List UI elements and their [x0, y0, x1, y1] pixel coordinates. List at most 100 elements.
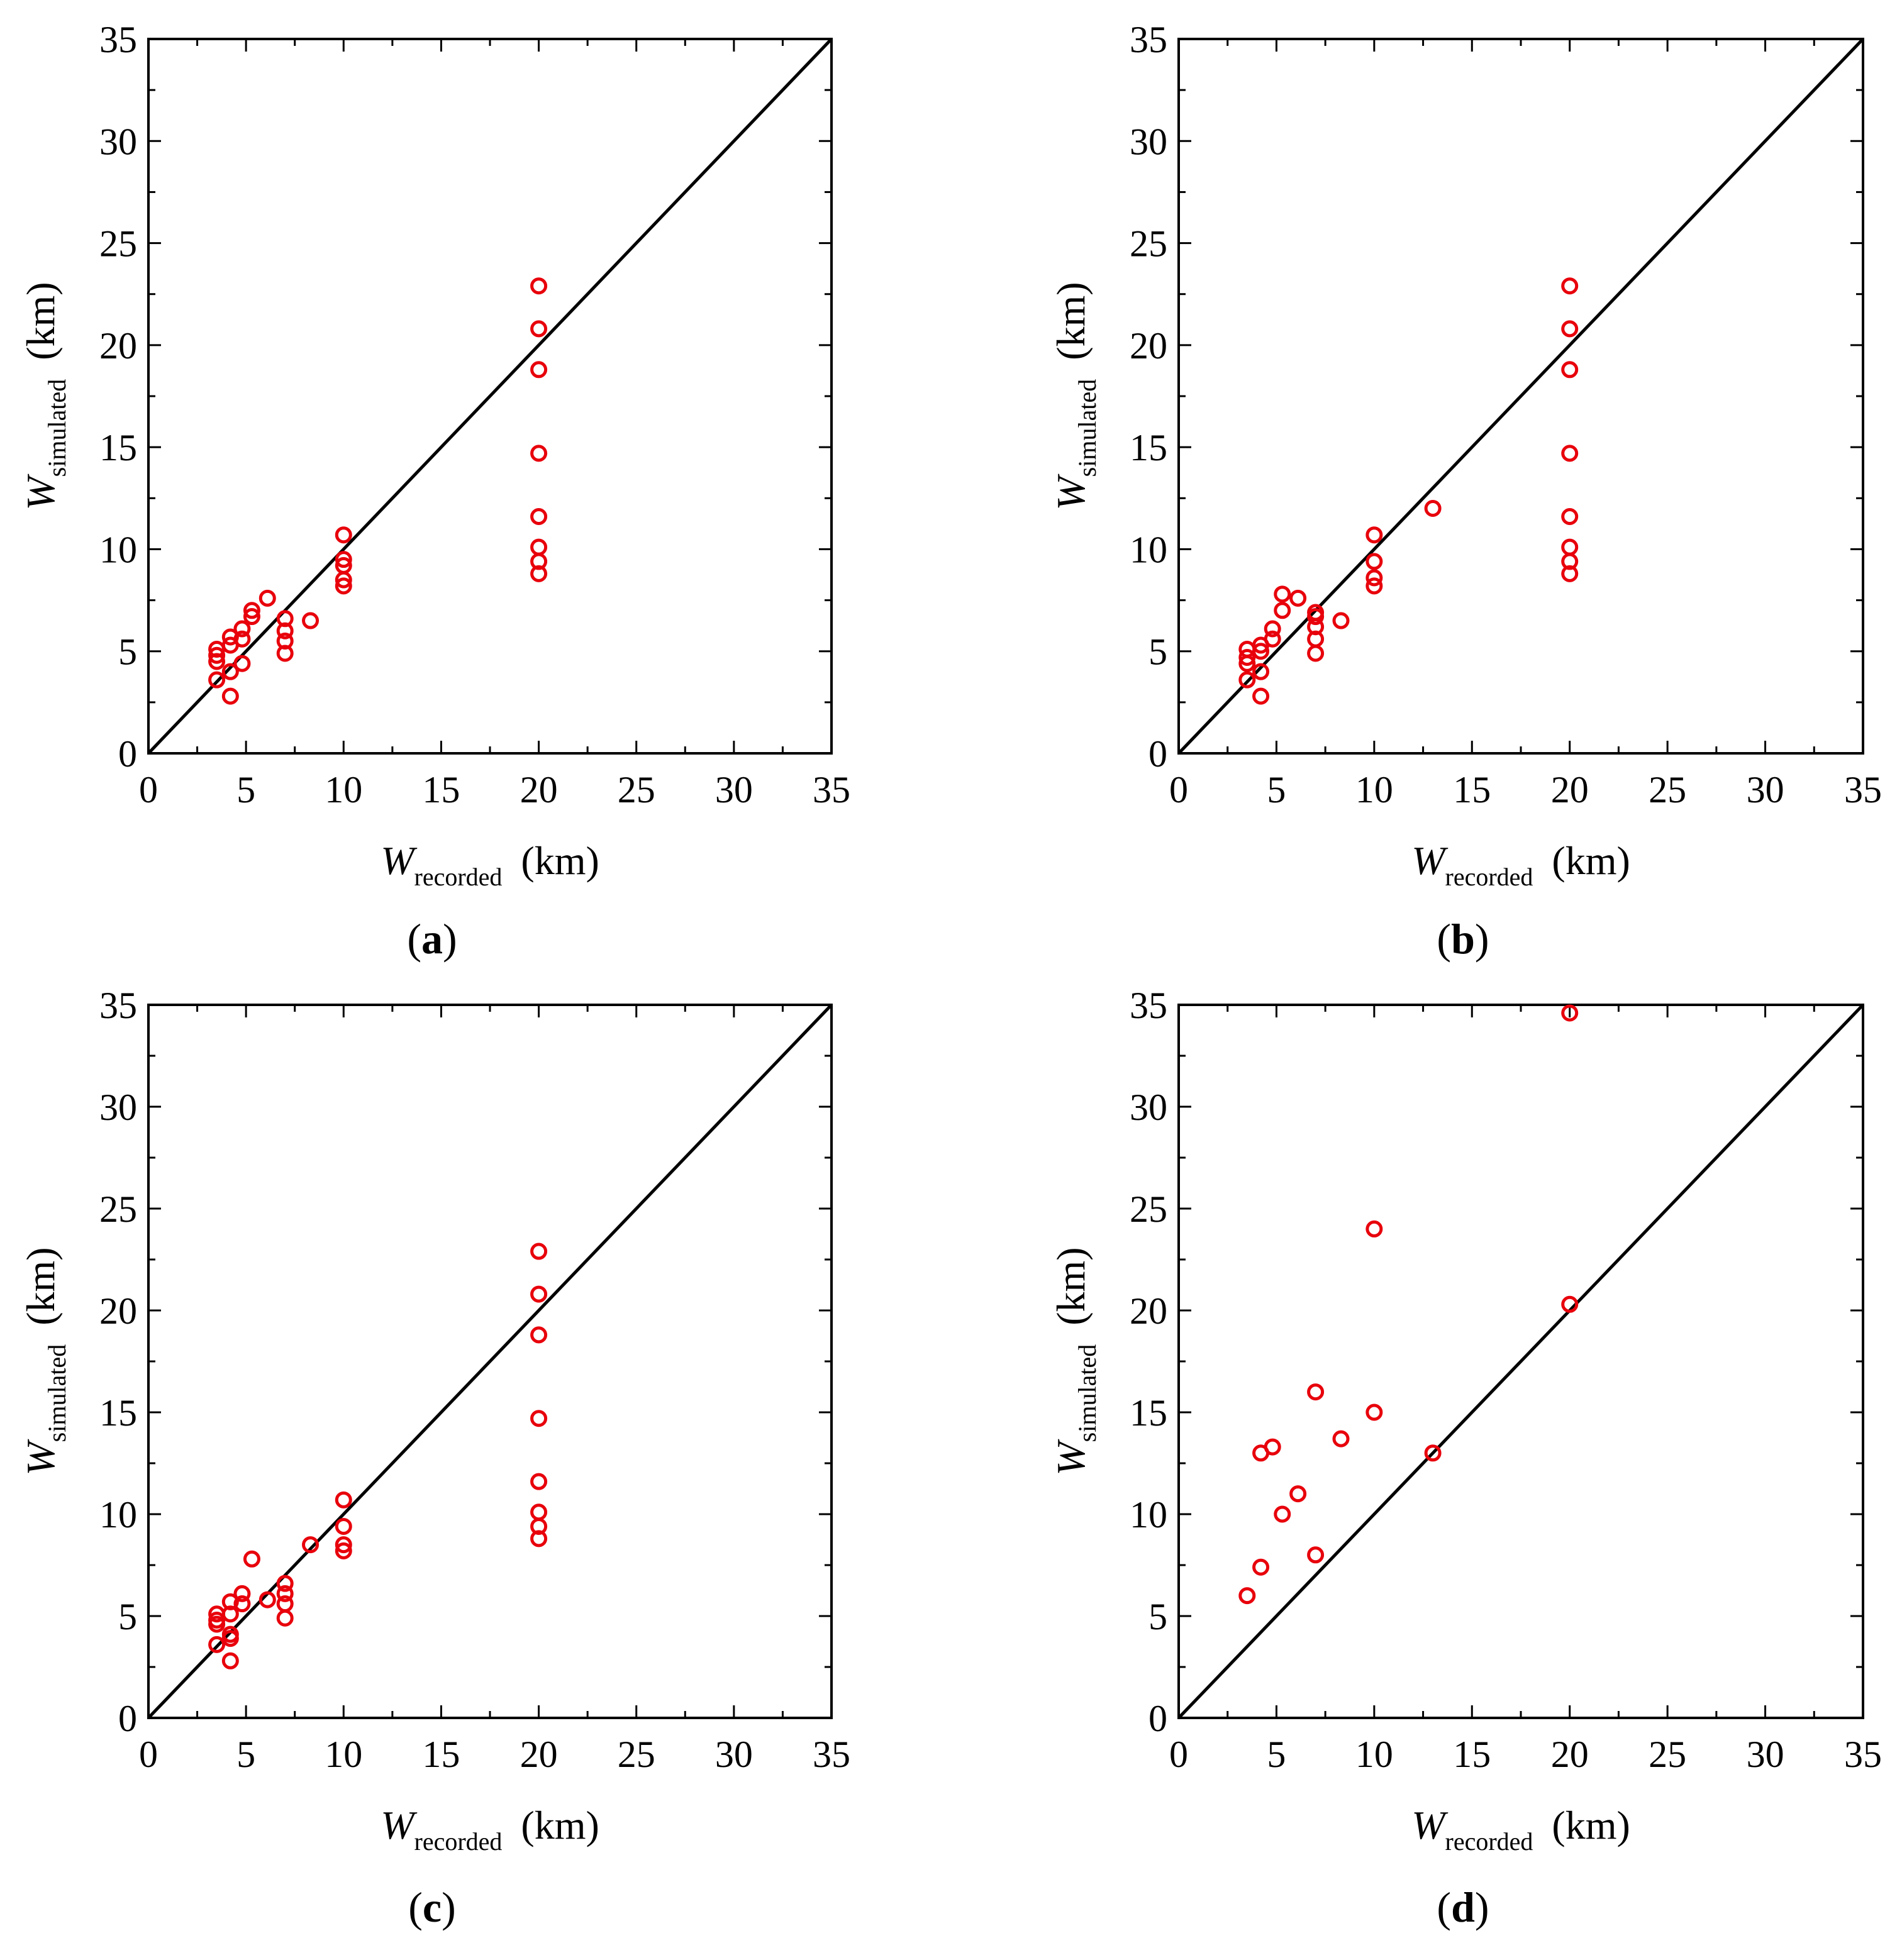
data-point: [1561, 507, 1579, 525]
data-point: [1365, 1220, 1383, 1237]
x-tick-label: 0: [1169, 1734, 1188, 1775]
y-tick-label: 0: [118, 733, 137, 775]
data-point: [1238, 671, 1256, 689]
panel-label-letter: d: [1451, 1883, 1475, 1931]
data-point: [530, 445, 548, 462]
data-point: [530, 1530, 548, 1548]
reference-line: [1177, 38, 1864, 755]
data-point: [243, 602, 260, 619]
y-tick-label: 5: [1148, 1596, 1167, 1637]
x-tick-label: 5: [1267, 1734, 1286, 1775]
data-point: [1238, 648, 1256, 666]
panel-label: (b): [1437, 915, 1489, 963]
data-point: [233, 1595, 251, 1613]
data-point: [302, 1536, 320, 1554]
data-point: [1561, 553, 1579, 570]
data-point: [276, 645, 294, 662]
data-point: [1252, 687, 1270, 705]
x-tick-label: 30: [715, 1734, 753, 1775]
data-point: [233, 1585, 251, 1602]
data-point: [335, 571, 352, 589]
y-tick-label: 5: [118, 631, 137, 673]
panel-label: (c): [408, 1883, 456, 1931]
y-tick-label: 35: [99, 985, 137, 1026]
x-tick-label: 35: [813, 1734, 850, 1775]
data-point: [1561, 320, 1579, 338]
data-point: [208, 653, 226, 670]
y-tick-label: 30: [99, 121, 137, 162]
x-tick-label: 10: [325, 1734, 362, 1775]
data-point: [1289, 589, 1307, 607]
y-tick-label: 15: [99, 1392, 137, 1434]
data-point: [530, 1473, 548, 1490]
data-point: [233, 655, 251, 672]
data-point: [1252, 663, 1270, 680]
data-point: [530, 553, 548, 570]
data-point: [335, 1491, 352, 1509]
reference-line: [1177, 1004, 1864, 1719]
reference-line: [147, 38, 833, 755]
x-tick-label: 20: [520, 769, 558, 811]
panel-label-open: (: [408, 1883, 423, 1931]
x-tick-label: 35: [1844, 1734, 1882, 1775]
y-tick-label: 10: [1130, 1494, 1167, 1536]
y-tick-label: 35: [1130, 985, 1167, 1026]
y-tick-label: 10: [99, 529, 137, 570]
y-tick-label: 0: [1148, 733, 1167, 775]
data-point: [530, 507, 548, 525]
data-point: [276, 1585, 294, 1602]
data-point: [1332, 1430, 1350, 1448]
panel-label-close: ): [443, 915, 457, 963]
y-axis-label: Wsimulated (km): [1048, 282, 1101, 510]
y-tick-label: 30: [99, 1087, 137, 1128]
data-point: [1561, 361, 1579, 379]
y-axis-label: Wsimulated (km): [1048, 1247, 1101, 1475]
x-axis-label: Wrecorded (km): [381, 1803, 599, 1856]
data-point: [221, 663, 239, 680]
chart-panel-c: 0 5 10 15 20 25 30 35 0 5 10 15 20 25 30 35 Wrecorded (km…: [18, 985, 850, 1931]
data-point: [1289, 1485, 1307, 1503]
data-point: [1238, 1587, 1256, 1605]
x-axis-label-sub: recorded: [414, 863, 503, 891]
x-axis-label-unit: (km): [521, 1803, 599, 1847]
data-point: [1561, 445, 1579, 462]
data-point: [1561, 565, 1579, 582]
x-tick-label: 15: [422, 769, 460, 811]
data-point: [1365, 577, 1383, 595]
data-point: [1365, 1404, 1383, 1421]
x-axis-label-main: W: [1411, 838, 1449, 883]
y-axis-label-sub: simulated: [43, 1344, 71, 1442]
x-tick-label: 30: [1747, 769, 1784, 811]
y-tick-label: 20: [1130, 325, 1167, 367]
x-axis-label-main: W: [381, 1803, 418, 1847]
data-point: [530, 277, 548, 295]
panel-label-letter: a: [421, 915, 443, 963]
data-point: [221, 1593, 239, 1610]
x-axis-label-unit: (km): [1552, 838, 1630, 883]
x-axis-label-sub: recorded: [1445, 863, 1533, 891]
data-point: [1365, 526, 1383, 544]
y-axis-label-main: W: [18, 1439, 63, 1476]
y-tick-label: 10: [99, 1494, 137, 1536]
x-tick-label: 30: [715, 769, 753, 811]
data-point: [208, 671, 226, 689]
y-tick-label: 10: [1130, 529, 1167, 570]
y-axis-label: Wsimulated (km): [18, 282, 71, 510]
data-point: [221, 1630, 239, 1647]
data-point: [530, 1503, 548, 1521]
chart-panel-a: 0 5 10 15 20 25 30 35 0 5 10 15 20 25 30 35 Wrecorded (km…: [18, 19, 850, 963]
data-point: [1307, 645, 1325, 662]
x-tick-label: 10: [1355, 1734, 1393, 1775]
chart-panel-d: 0 5 10 15 20 25 30 35 0 5 10 15 20 25 30 35 Wrecorded (km…: [1048, 985, 1882, 1931]
y-tick-label: 35: [1130, 19, 1167, 60]
data-point: [276, 1609, 294, 1627]
data-point: [243, 608, 260, 626]
data-point: [1274, 585, 1291, 603]
x-tick-label: 30: [1747, 1734, 1784, 1775]
data-point: [1274, 602, 1291, 619]
y-tick-label: 15: [1130, 427, 1167, 468]
data-point: [1365, 569, 1383, 587]
x-tick-label: 0: [139, 1734, 158, 1775]
y-tick-label: 0: [118, 1698, 137, 1739]
